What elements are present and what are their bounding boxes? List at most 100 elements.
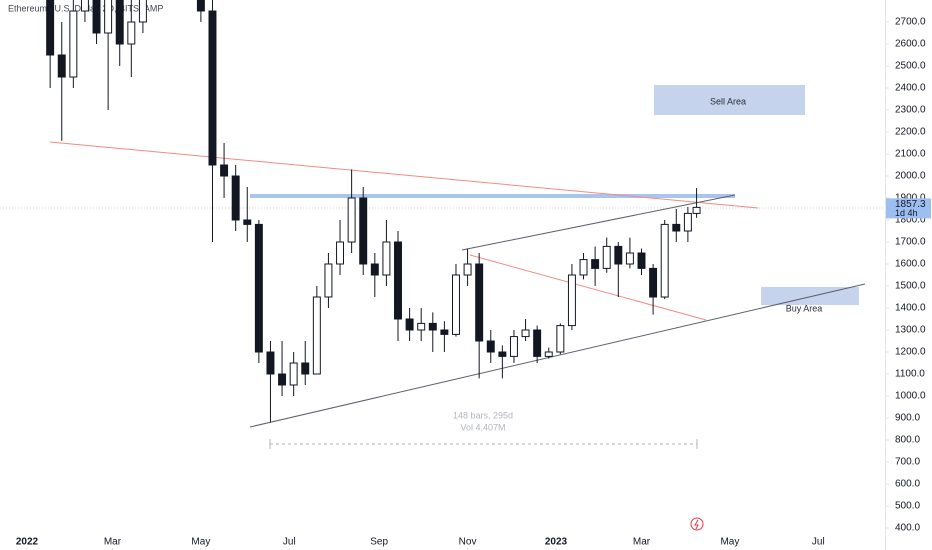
candle-body (579, 259, 588, 276)
candle-body (533, 329, 542, 357)
candle-body (220, 164, 229, 177)
drawings (0, 85, 885, 531)
y-tick-label: 900.0 (895, 413, 920, 424)
candle-body (243, 219, 252, 225)
x-tick-label: Nov (459, 537, 477, 548)
candle-body (115, 0, 124, 45)
candle-body (382, 241, 391, 276)
triangle-line (249, 283, 866, 428)
y-tick-label: 2400.0 (895, 83, 926, 94)
y-tick-label: 600.0 (895, 479, 920, 490)
y-tick-label: 2500.0 (895, 61, 926, 72)
last-price-box (886, 198, 931, 219)
candle-body (405, 318, 414, 331)
candles (46, 0, 701, 423)
event-icon-glyph (694, 519, 699, 530)
candle-body (683, 212, 692, 232)
y-tick-label: 1200.0 (895, 347, 926, 358)
trend-line (49, 141, 759, 209)
y-tick-label: 400.0 (895, 523, 920, 534)
candle-body (127, 21, 136, 45)
candle-body (440, 329, 449, 335)
candle-body (46, 0, 55, 56)
sell-area (654, 85, 805, 115)
candle-body (649, 267, 658, 298)
candle-body (637, 252, 646, 269)
x-tick-label: Jul (812, 537, 825, 548)
y-tick-label: 2600.0 (895, 39, 926, 50)
candle-body (602, 245, 611, 269)
candle-body (625, 252, 634, 265)
candle-body (591, 259, 600, 269)
y-tick-label: 2700.0 (895, 17, 926, 28)
candle-body (312, 296, 321, 375)
candle-body (672, 223, 681, 232)
y-tick-label: 1300.0 (895, 325, 926, 336)
candle-body (498, 351, 507, 357)
y-tick-label: 800.0 (895, 435, 920, 446)
candle-body (463, 263, 472, 276)
y-tick-label: 2300.0 (895, 105, 926, 116)
y-tick-label: 1500.0 (895, 281, 926, 292)
x-tick-label: 2023 (545, 537, 568, 548)
y-tick-label: 1600.0 (895, 259, 926, 270)
candle-body (486, 340, 495, 353)
candle-body (544, 351, 553, 357)
candle-body (556, 325, 565, 353)
volume-label: Vol 4.407M (460, 422, 505, 432)
y-tick-label: 2200.0 (895, 127, 926, 138)
candle-body (428, 322, 437, 331)
candle-body (266, 351, 275, 375)
buy-label: Buy Area (786, 303, 823, 313)
candle-body (359, 197, 368, 265)
candle-body (208, 10, 217, 166)
x-tick-label: Mar (633, 537, 651, 548)
y-tick-label: 1900.0 (895, 193, 926, 204)
candle-body (509, 336, 518, 357)
y-tick-label: 1700.0 (895, 237, 926, 248)
candle-body (196, 0, 205, 12)
measure-label: 148 bars, 295d (453, 410, 513, 420)
y-tick-label: 1000.0 (895, 391, 926, 402)
candle-body (138, 0, 147, 23)
candle-body (289, 362, 298, 386)
buy-area (761, 287, 859, 305)
event-icon[interactable] (690, 517, 704, 531)
candle-body (92, 0, 101, 34)
candle-body (394, 241, 402, 320)
candle-body (521, 329, 530, 338)
candle-body (417, 322, 426, 331)
candle-body (324, 263, 333, 298)
candle-body (370, 263, 379, 276)
candle-body (104, 0, 113, 34)
candle-body (660, 223, 669, 298)
x-tick-label: May (191, 537, 210, 548)
y-tick-label: 2100.0 (895, 149, 926, 160)
y-tick-label: 700.0 (895, 457, 920, 468)
y-tick-label: 1400.0 (895, 303, 926, 314)
y-tick-label: 500.0 (895, 501, 920, 512)
triangle-line (461, 194, 736, 251)
x-tick-label: Sep (370, 537, 388, 548)
y-tick-label: 1800.0 (895, 215, 926, 226)
candle-body (347, 197, 356, 243)
candle-body (231, 175, 240, 221)
candle-body (254, 223, 263, 353)
x-tick-label: May (720, 537, 739, 548)
sell-label: Sell Area (710, 96, 746, 106)
candle-body (692, 206, 701, 214)
candle-body (452, 274, 460, 335)
candle-body (278, 373, 287, 386)
candle-body (301, 362, 310, 375)
candle-body (336, 241, 345, 265)
countdown: 1d 4h (895, 208, 918, 218)
y-tick-label: 1100.0 (895, 369, 925, 380)
trend-line (469, 254, 707, 321)
candle-body (475, 263, 484, 342)
candle-body (57, 54, 66, 78)
last-price: 1857.3 (895, 199, 926, 210)
candle-body (614, 245, 623, 265)
x-tick-label: Mar (104, 537, 122, 548)
candle-body (80, 0, 89, 12)
